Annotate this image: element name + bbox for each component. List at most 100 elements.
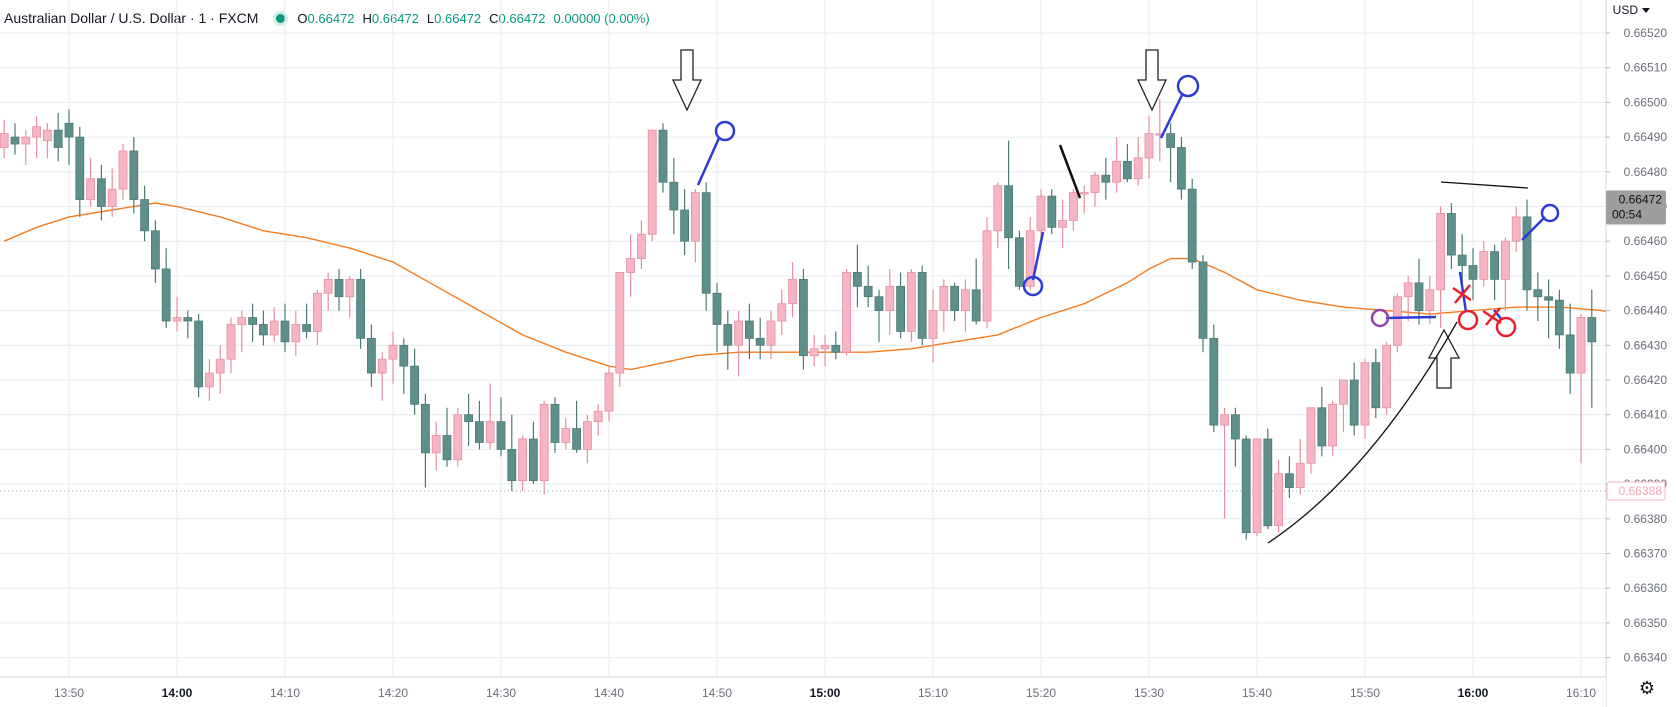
candle-body <box>442 435 452 461</box>
candle-body <box>1252 438 1262 534</box>
candle <box>1576 314 1586 464</box>
candle-body <box>75 136 85 200</box>
candle <box>1360 359 1370 439</box>
candle-body <box>680 209 689 242</box>
candle <box>1382 341 1391 415</box>
candle-body <box>1447 213 1456 256</box>
settings-gear-icon[interactable]: ⚙ <box>1638 678 1656 698</box>
candle <box>140 185 150 242</box>
candle <box>1501 237 1510 311</box>
candle <box>831 331 841 360</box>
candle <box>626 234 635 297</box>
candle-body <box>215 358 225 374</box>
candle-body <box>204 372 214 388</box>
candle <box>399 338 409 394</box>
candle <box>1490 244 1499 301</box>
price-tick-label: 0.66430 <box>1624 338 1668 352</box>
candle-body <box>701 192 711 294</box>
candle <box>420 393 430 488</box>
time-tick-label: 14:10 <box>270 686 300 700</box>
candle-body <box>323 278 333 294</box>
candle-body <box>561 428 571 443</box>
candle-body <box>64 122 74 138</box>
candle-body <box>140 199 150 232</box>
candle <box>907 268 916 342</box>
time-tick-label: 14:40 <box>594 686 624 700</box>
candle <box>637 220 646 269</box>
candle <box>885 268 895 335</box>
candle-body <box>669 181 679 211</box>
candle-body <box>637 233 646 259</box>
candle <box>658 123 668 193</box>
candle <box>1036 189 1046 245</box>
currency-selector[interactable]: USD <box>1613 3 1650 17</box>
candle <box>431 421 441 471</box>
candle <box>86 157 95 207</box>
trend-line-drawing <box>696 137 721 186</box>
trend-line-drawing <box>1031 231 1045 281</box>
time-tick-label: 14:30 <box>486 686 516 700</box>
candle-body <box>799 278 808 357</box>
candle <box>1533 272 1543 322</box>
candle-body <box>334 278 344 298</box>
candle-body <box>0 133 9 148</box>
candle <box>1047 189 1057 235</box>
candle-body <box>172 317 182 322</box>
time-tick-label: 15:30 <box>1134 686 1164 700</box>
candle <box>1015 230 1024 290</box>
symbol-title[interactable]: Australian Dollar / U.S. Dollar · 1 · FX… <box>4 10 259 26</box>
candle <box>1209 324 1219 433</box>
candle-body <box>1231 414 1240 440</box>
candle <box>1339 379 1348 433</box>
candle-body <box>583 421 592 450</box>
candle-body <box>1101 174 1111 183</box>
candle <box>388 331 398 384</box>
candle <box>680 189 689 256</box>
candlesticks <box>0 98 1597 540</box>
candle-body <box>1058 219 1067 228</box>
candle <box>971 258 981 325</box>
candle-body <box>1241 438 1251 534</box>
candle <box>1565 303 1575 394</box>
candle <box>377 352 387 401</box>
candle-body <box>604 372 614 412</box>
candle-body <box>485 421 495 443</box>
candle <box>853 244 862 308</box>
candle-body <box>1112 160 1121 183</box>
candle-body <box>853 272 862 287</box>
candle <box>701 182 711 311</box>
candle <box>323 272 333 311</box>
candle <box>572 400 581 453</box>
time-tick-label: 15:00 <box>810 686 841 700</box>
candle <box>766 310 776 360</box>
candle-body <box>766 320 776 346</box>
candle <box>53 112 63 162</box>
candle-body <box>1468 265 1478 280</box>
candle <box>1220 407 1229 519</box>
candle <box>97 164 106 221</box>
ohlc-readout: O0.66472 H0.66472 L0.66472 C0.66472 0.00… <box>297 11 649 26</box>
candle-body <box>896 285 905 332</box>
candle-body <box>1079 192 1089 195</box>
candle-body <box>1036 195 1046 232</box>
candle <box>183 310 193 339</box>
down-arrow-drawing <box>671 49 703 112</box>
candle-body <box>734 320 743 346</box>
candle-body <box>1004 185 1013 239</box>
time-tick-label: 16:10 <box>1566 686 1596 700</box>
candle <box>1058 199 1067 249</box>
candle-body <box>1339 379 1348 405</box>
candle <box>1371 348 1381 419</box>
candle <box>593 404 603 436</box>
candle <box>1231 407 1240 467</box>
candle-body <box>356 278 366 339</box>
price-tick-label: 0.66380 <box>1624 512 1668 526</box>
candle <box>442 407 452 467</box>
candle-body <box>712 292 722 325</box>
candle <box>734 310 743 377</box>
candle-body <box>1144 133 1154 159</box>
candle-body <box>453 414 463 461</box>
candle <box>1090 171 1100 207</box>
